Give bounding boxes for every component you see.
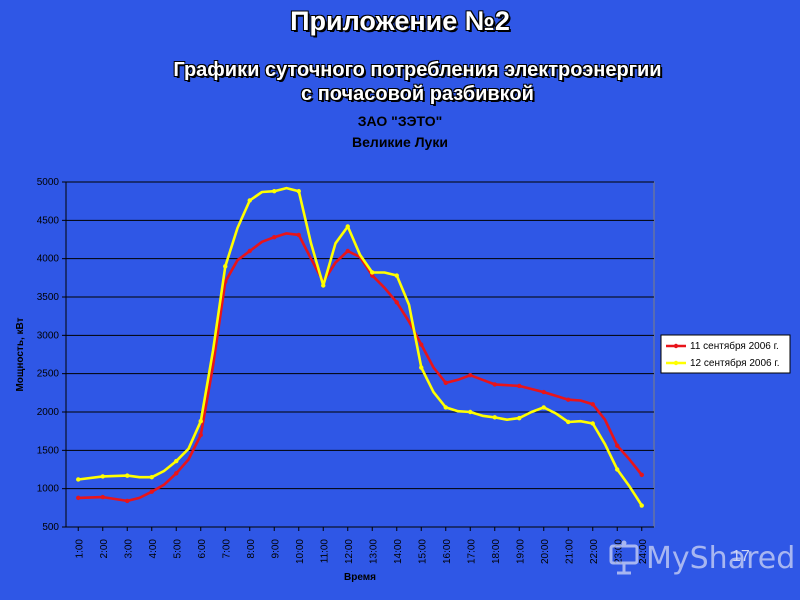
x-tick-label: 24:00 (638, 539, 649, 564)
x-tick-label: 4:00 (148, 539, 159, 559)
x-tick-label: 7:00 (221, 539, 232, 559)
data-point (149, 474, 154, 480)
x-tick-label: 23:00 (613, 539, 624, 564)
data-point (468, 373, 473, 378)
x-tick-label: 2:00 (99, 539, 110, 559)
y-tick-label: 500 (42, 522, 59, 533)
data-point (247, 248, 252, 254)
data-point (223, 264, 228, 269)
legend-label-1: 11 сентября 2006 г. (690, 340, 779, 352)
data-point (566, 419, 571, 425)
x-axis-title: Время (344, 572, 376, 583)
x-tick-label: 22:00 (589, 539, 600, 564)
y-tick-label: 5000 (37, 177, 60, 188)
data-point (394, 300, 399, 305)
x-tick-label: 14:00 (393, 539, 404, 564)
data-point (272, 189, 277, 194)
data-point (615, 467, 620, 472)
legend-marker-2 (673, 360, 679, 366)
chart-subtitle: Великие Луки (352, 134, 448, 150)
x-tick-label: 1:00 (74, 539, 85, 559)
data-point (517, 383, 522, 389)
x-tick-label: 21:00 (564, 539, 575, 564)
chart-title: ЗАО "ЗЭТО" (357, 113, 443, 129)
data-point (541, 389, 546, 395)
data-point (370, 273, 375, 278)
x-tick-label: 6:00 (197, 539, 208, 559)
legend-box (660, 334, 791, 374)
x-tick-label: 8:00 (246, 539, 257, 559)
page-number: 17 (732, 548, 750, 565)
data-point (125, 498, 130, 504)
data-point (345, 224, 350, 229)
watermark: MyShared (608, 536, 795, 580)
y-axis-title: Мощность, кВт (15, 317, 26, 391)
x-tick-label: 16:00 (442, 539, 453, 564)
slide-title: Приложение №2 (290, 6, 510, 36)
data-point (492, 415, 497, 420)
slide-subtitle-line-1: Графики суточного потребления электроэне… (173, 59, 662, 81)
data-point (174, 471, 179, 476)
data-point (296, 232, 301, 238)
y-tick-label: 4500 (37, 215, 60, 226)
data-point (370, 270, 375, 275)
x-tick-label: 18:00 (491, 539, 502, 564)
x-tick-label: 20:00 (540, 539, 551, 564)
x-tick-label: 13:00 (368, 539, 379, 564)
data-point (443, 380, 448, 386)
data-point (443, 405, 448, 410)
data-point (321, 283, 326, 288)
x-tick-label: 9:00 (270, 539, 281, 559)
data-point (174, 458, 179, 464)
data-point (492, 382, 497, 387)
data-point (198, 432, 203, 438)
data-point (100, 494, 105, 500)
slide-subtitle: Графики суточного потребления электроэне… (0, 58, 800, 106)
data-point (590, 421, 595, 426)
data-point (198, 419, 203, 424)
x-tick-label: 11:00 (319, 539, 330, 564)
data-point (615, 443, 620, 448)
y-tick-label: 3000 (37, 330, 60, 341)
data-point (76, 477, 81, 482)
x-tick-label: 17:00 (466, 539, 477, 564)
data-point (517, 415, 522, 421)
x-tick-label: 5:00 (172, 539, 183, 559)
y-tick-label: 2000 (37, 407, 60, 418)
data-point (345, 248, 350, 254)
slide-subtitle-line-2: с почасовой разбивкой (301, 83, 534, 105)
data-point (125, 473, 130, 478)
data-point (541, 405, 546, 410)
y-tick-label: 1000 (37, 484, 60, 495)
data-point (100, 474, 105, 479)
data-point (419, 365, 424, 370)
data-point (590, 402, 595, 407)
data-point (566, 397, 571, 402)
y-tick-label: 2500 (37, 369, 60, 380)
data-point (468, 409, 473, 415)
watermark-text: MyShared (646, 540, 796, 576)
data-point (247, 198, 252, 203)
data-point (394, 273, 399, 278)
legend-marker-1 (673, 343, 679, 349)
x-tick-label: 3:00 (123, 539, 134, 559)
data-point (149, 489, 154, 494)
y-tick-label: 3500 (37, 292, 60, 303)
x-tick-label: 19:00 (515, 539, 526, 564)
data-point (639, 472, 644, 478)
x-tick-label: 12:00 (344, 539, 355, 564)
data-point (76, 495, 81, 501)
data-point (296, 189, 301, 194)
presentation-board-icon (609, 540, 639, 575)
data-point (419, 342, 424, 347)
y-tick-label: 1500 (37, 445, 60, 456)
y-tick-label: 4000 (37, 254, 60, 265)
data-point (639, 503, 644, 508)
x-tick-label: 15:00 (417, 539, 428, 564)
data-point (272, 235, 277, 240)
x-tick-label: 10:00 (295, 539, 306, 564)
legend-label-2: 12 сентября 2006 г. (690, 357, 780, 369)
